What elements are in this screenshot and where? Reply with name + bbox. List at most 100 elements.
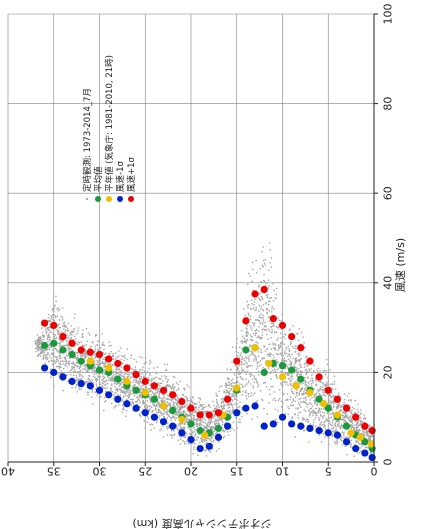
observation-point	[59, 366, 61, 369]
observation-point	[212, 417, 214, 419]
observation-point	[291, 353, 293, 356]
observation-point	[176, 414, 178, 416]
observation-point	[183, 426, 186, 429]
observation-point	[261, 331, 263, 334]
observation-point	[224, 429, 227, 432]
observation-point	[271, 331, 273, 333]
observation-point	[165, 385, 167, 387]
observation-point	[55, 338, 57, 340]
observation-point	[158, 405, 160, 408]
observation-point	[362, 430, 364, 432]
series-0-point	[95, 366, 104, 374]
observation-point	[268, 316, 271, 318]
observation-point	[306, 403, 308, 406]
observation-point	[210, 420, 213, 422]
observation-point	[189, 413, 191, 415]
observation-point	[52, 308, 54, 310]
observation-point	[310, 411, 313, 413]
observation-point	[335, 428, 337, 430]
observation-point	[103, 397, 106, 399]
observation-point	[73, 328, 75, 330]
observation-point	[262, 310, 265, 312]
observation-point	[311, 380, 313, 382]
observation-point	[295, 345, 297, 348]
observation-point	[216, 405, 218, 408]
observation-point	[154, 408, 157, 410]
observation-point	[75, 359, 78, 361]
observation-point	[349, 415, 352, 417]
observation-point	[48, 344, 50, 346]
observation-point	[227, 403, 229, 406]
observation-point	[166, 410, 169, 412]
observation-point	[37, 355, 40, 357]
observation-point	[291, 391, 294, 393]
observation-point	[145, 361, 147, 364]
observation-point	[265, 325, 268, 328]
observation-point	[332, 411, 334, 414]
observation-point	[138, 413, 141, 415]
observation-point	[50, 315, 52, 317]
observation-point	[229, 409, 231, 412]
observation-point	[289, 378, 291, 380]
observation-point	[292, 398, 294, 400]
observation-point	[322, 391, 324, 394]
observation-point	[255, 356, 257, 358]
observation-point	[210, 417, 213, 420]
observation-point	[256, 363, 258, 365]
observation-point	[250, 327, 252, 329]
observation-point	[268, 355, 270, 357]
observation-point	[277, 317, 279, 319]
observation-point	[358, 414, 361, 417]
observation-point	[258, 365, 260, 367]
observation-point	[336, 406, 338, 409]
observation-point	[179, 443, 181, 445]
observation-point	[304, 401, 307, 403]
observation-point	[269, 393, 271, 396]
observation-point	[260, 306, 263, 308]
observation-point	[176, 411, 178, 414]
observation-point	[185, 432, 188, 435]
observation-point	[201, 404, 203, 406]
observation-point	[249, 344, 251, 346]
observation-point	[269, 261, 271, 264]
observation-point	[267, 328, 270, 330]
observation-point	[135, 381, 137, 384]
observation-point	[361, 429, 364, 432]
observation-point	[336, 403, 338, 406]
observation-point	[185, 412, 187, 415]
series-0-point	[315, 395, 323, 403]
observation-point	[216, 400, 218, 403]
observation-point	[275, 375, 278, 378]
observation-point	[331, 422, 334, 424]
observation-point	[102, 344, 104, 346]
observation-point	[151, 379, 153, 381]
observation-point	[239, 373, 241, 375]
observation-point	[281, 371, 284, 373]
observation-point	[196, 419, 198, 422]
observation-point	[258, 284, 260, 287]
observation-point	[323, 394, 326, 396]
observation-point	[332, 418, 335, 421]
observation-point	[239, 363, 241, 365]
observation-point	[122, 391, 124, 394]
observation-point	[68, 347, 70, 349]
observation-point	[171, 434, 173, 437]
observation-point	[281, 405, 283, 408]
observation-point	[359, 423, 361, 426]
observation-point	[166, 434, 169, 436]
observation-point	[42, 338, 45, 341]
observation-point	[99, 347, 102, 349]
observation-point	[210, 429, 213, 431]
observation-point	[180, 406, 182, 408]
observation-point	[342, 410, 345, 413]
observation-point	[323, 412, 326, 414]
observation-point	[237, 366, 239, 368]
observation-point	[294, 360, 296, 363]
observation-point	[50, 357, 52, 359]
observation-point	[142, 384, 144, 386]
series-2-point	[59, 373, 67, 381]
observation-point	[221, 409, 223, 412]
observation-point	[228, 378, 230, 380]
observation-point	[106, 382, 109, 385]
observation-point	[105, 400, 107, 402]
